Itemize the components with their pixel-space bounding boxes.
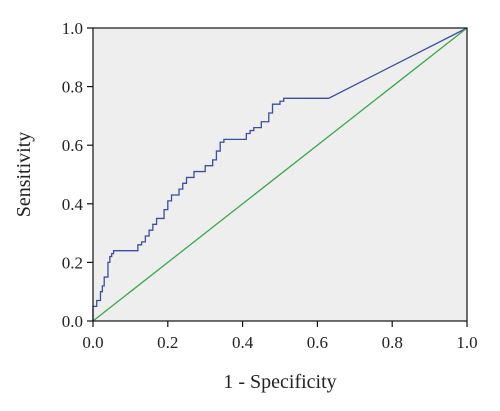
plot-frame	[92, 27, 468, 322]
y-axis-title: Sensitivity	[13, 132, 35, 218]
x-tick-label: 0.8	[382, 333, 403, 352]
x-tick-label: 1.0	[456, 333, 477, 352]
x-tick-label: 0.2	[157, 333, 178, 352]
x-axis-title: 1 - Specificity	[223, 371, 336, 393]
axes-layer: 0.0 0.2 0.4 0.6 0.8 1.0 0.0 0.2 0.4 0.6 0.8 1.0	[62, 19, 478, 352]
x-tick-label: 0.0	[82, 333, 103, 352]
y-tick-label: 0.2	[62, 253, 83, 272]
x-tick-label: 0.4	[232, 333, 254, 352]
reference-diagonal-line	[92, 27, 468, 322]
y-tick-label: 0.6	[62, 136, 83, 155]
y-tick-label: 0.4	[62, 195, 84, 214]
roc-curve-line	[92, 27, 468, 321]
y-tick-label: 0.8	[62, 78, 83, 97]
y-tick-label: 1.0	[62, 19, 83, 38]
x-tick-label: 0.6	[307, 333, 328, 352]
y-tick-label: 0.0	[62, 312, 83, 331]
series-layer	[92, 27, 468, 322]
